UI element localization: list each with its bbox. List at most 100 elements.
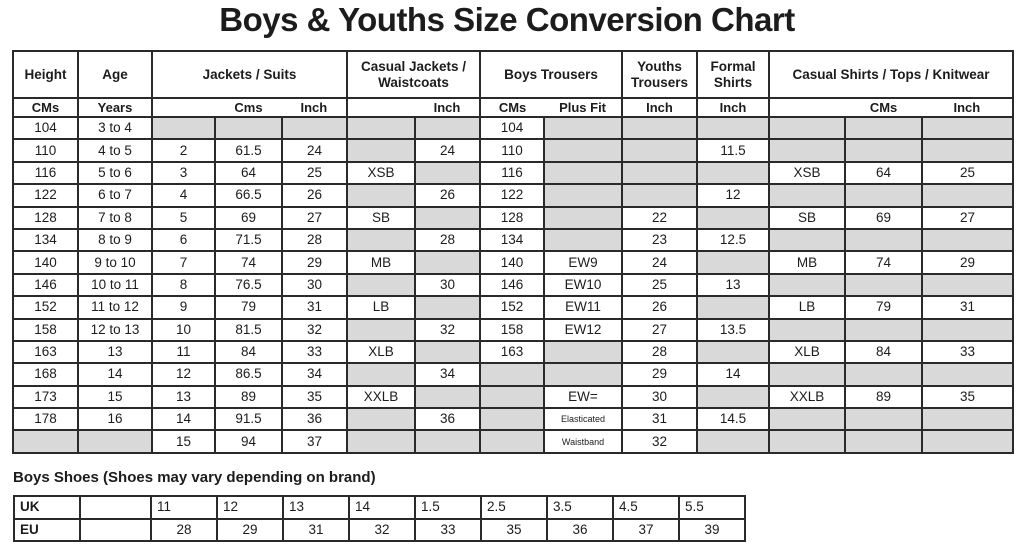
cell (768, 429, 846, 454)
cell: 74 (214, 250, 283, 275)
cell: 84 (844, 339, 923, 365)
cell (414, 115, 481, 141)
cell (696, 339, 770, 365)
shoes-cell: 32 (348, 517, 416, 542)
shoes-cell: 4.5 (612, 495, 680, 520)
cell: 7 to 8 (77, 205, 153, 230)
cell: 29 (921, 250, 1014, 275)
unit-header-label: CMs (498, 100, 527, 115)
table-row: 15 94 37 Waistband 32 (12, 429, 1014, 454)
cell: 74 (844, 250, 923, 275)
cell: 4 to 5 (77, 138, 153, 163)
cell: 26 (621, 295, 698, 320)
cell: 32 (281, 317, 348, 342)
cell: 11 to 12 (77, 295, 153, 320)
cell: 8 (151, 272, 216, 298)
cell: 22 (621, 205, 698, 230)
cell (921, 272, 1014, 298)
cell: 27 (921, 205, 1014, 230)
cell: 122 (479, 183, 545, 208)
cell: 13.5 (696, 317, 770, 342)
cell (696, 250, 770, 275)
cell: 158 (12, 317, 79, 342)
column-group-header: Boys Trousers (479, 50, 623, 99)
cell: 30 (621, 384, 698, 410)
cell: 6 to 7 (77, 183, 153, 208)
cell: 10 to 11 (77, 272, 153, 298)
unit-header-cell: Years (77, 97, 153, 118)
shoes-cell: 11 (150, 495, 218, 520)
cell (768, 115, 846, 141)
cell: 146 (12, 272, 79, 298)
unit-header-label: CMs (869, 100, 898, 115)
cell: XXLB (346, 384, 416, 410)
cell (479, 429, 545, 454)
unit-header-cell: CMs (12, 97, 79, 118)
unit-header-label: Cms (234, 100, 263, 115)
cell: 24 (281, 138, 348, 163)
cell: 28 (414, 227, 481, 253)
cell (621, 183, 698, 208)
cell (696, 429, 770, 454)
shoes-table-body: UK 11 12 13 14 1.5 2.5 3.5 4.5 5.5 EU 28 29 31 32 33 35 3… (13, 495, 746, 542)
unit-header-cell: Inch (346, 97, 481, 118)
cell (844, 272, 923, 298)
group-header-row: Height Age Jackets / Suits Casual Jackets /… (12, 50, 1014, 99)
cell: 134 (12, 227, 79, 253)
cell: 34 (414, 362, 481, 387)
cell: 12 to 13 (77, 317, 153, 342)
cell: 33 (921, 339, 1014, 365)
cell: 3 to 4 (77, 115, 153, 141)
cell: 128 (479, 205, 545, 230)
shoes-row-label: EU (13, 517, 81, 542)
cell: 122 (12, 183, 79, 208)
shoes-heading: Boys Shoes (Shoes may vary depending on … (13, 469, 376, 486)
cell (696, 205, 770, 230)
cell: 146 (479, 272, 545, 298)
shoes-cell: 36 (546, 517, 614, 542)
column-group-header: Age (77, 50, 153, 99)
cell: 2 (151, 138, 216, 163)
unit-header-label: Plus Fit (559, 100, 607, 115)
cell: 152 (12, 295, 79, 320)
cell: 14 (696, 362, 770, 387)
unit-header-cell: Cms Inch (151, 97, 348, 118)
cell (844, 183, 923, 208)
cell: 81.5 (214, 317, 283, 342)
cell (414, 160, 481, 186)
cell: 12 (151, 362, 216, 387)
cell: 173 (12, 384, 79, 410)
unit-header-label: CMs (31, 100, 60, 115)
cell (346, 272, 416, 298)
cell (921, 407, 1014, 432)
cell (696, 384, 770, 410)
cell (346, 183, 416, 208)
cell (281, 115, 348, 141)
cell (921, 362, 1014, 387)
boys-shoes-table: UK 11 12 13 14 1.5 2.5 3.5 4.5 5.5 EU 28 29 31 32 33 35 3… (13, 495, 746, 542)
table-row: 122 6 to 7 4 66.5 26 26 122 12 (12, 183, 1014, 208)
cell: 3 (151, 160, 216, 186)
cell: 152 (479, 295, 545, 320)
shoes-row-label: UK (13, 495, 81, 520)
shoes-cell: 35 (480, 517, 548, 542)
table-row: 104 3 to 4 104 (12, 115, 1014, 141)
cell: 4 (151, 183, 216, 208)
cell: 140 (12, 250, 79, 275)
shoes-row-uk: UK 11 12 13 14 1.5 2.5 3.5 4.5 5.5 (13, 495, 746, 520)
cell (479, 407, 545, 432)
cell: 14 (77, 362, 153, 387)
cell (844, 362, 923, 387)
table-row: 140 9 to 10 7 74 29 MB 140 EW9 24 MB 74 29 (12, 250, 1014, 275)
cell: 32 (414, 317, 481, 342)
table-row: 178 16 14 91.5 36 36 Elasticated 31 14.5 (12, 407, 1014, 432)
cell: 61.5 (214, 138, 283, 163)
cell: 29 (281, 250, 348, 275)
cell: XSB (768, 160, 846, 186)
shoes-cell: 39 (678, 517, 746, 542)
cell (921, 429, 1014, 454)
cell: 91.5 (214, 407, 283, 432)
cell: 11.5 (696, 138, 770, 163)
cell (921, 317, 1014, 342)
